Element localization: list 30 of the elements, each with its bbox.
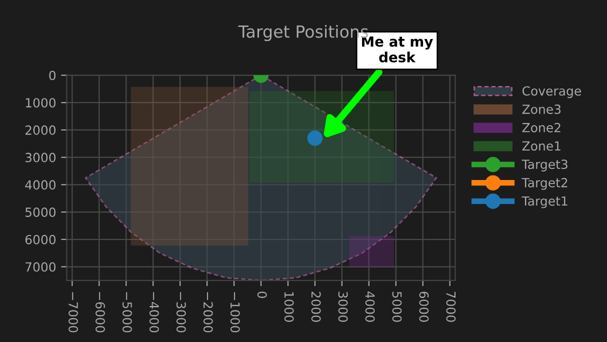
y-tick-label: 1000 bbox=[26, 98, 56, 108]
legend-label: Target3 bbox=[522, 160, 568, 172]
x-tick-label: −6000 bbox=[96, 292, 105, 332]
y-tick-label: 2000 bbox=[25, 125, 56, 135]
x-tick-label: −2000 bbox=[203, 292, 213, 332]
x-tick-label: −5000 bbox=[122, 292, 132, 332]
y-tick-label: 4000 bbox=[25, 180, 56, 190]
x-tick-label: −3000 bbox=[176, 292, 186, 332]
x-tick-label: 4000 bbox=[365, 291, 375, 322]
y-tick-label: 0 bbox=[49, 70, 56, 80]
legend-label: Zone2 bbox=[522, 122, 560, 132]
legend-label: Target2 bbox=[522, 178, 568, 190]
x-tick-label: 5000 bbox=[392, 292, 402, 322]
x-tick-label: 1000 bbox=[284, 292, 294, 322]
y-tick-label: 7000 bbox=[26, 262, 56, 272]
legend-label: Target1 bbox=[522, 196, 568, 208]
y-tick-label: 3000 bbox=[25, 152, 56, 162]
x-tick-label: 7000 bbox=[446, 292, 456, 322]
x-tick-label: −1000 bbox=[230, 292, 240, 332]
x-tick-label: −7000 bbox=[68, 292, 78, 332]
x-tick-label: 0 bbox=[257, 292, 267, 298]
x-tick-label: 3000 bbox=[338, 292, 348, 322]
legend-label: Zone1 bbox=[522, 141, 560, 151]
x-tick-label: 2000 bbox=[311, 292, 321, 322]
x-tick-label: −4000 bbox=[149, 292, 159, 332]
legend-label: Coverage bbox=[522, 86, 581, 98]
legend-label: Zone3 bbox=[522, 104, 561, 114]
y-tick-label: 5000 bbox=[26, 208, 56, 217]
y-tick-label: 6000 bbox=[25, 234, 56, 244]
x-tick-label: 6000 bbox=[419, 292, 429, 322]
